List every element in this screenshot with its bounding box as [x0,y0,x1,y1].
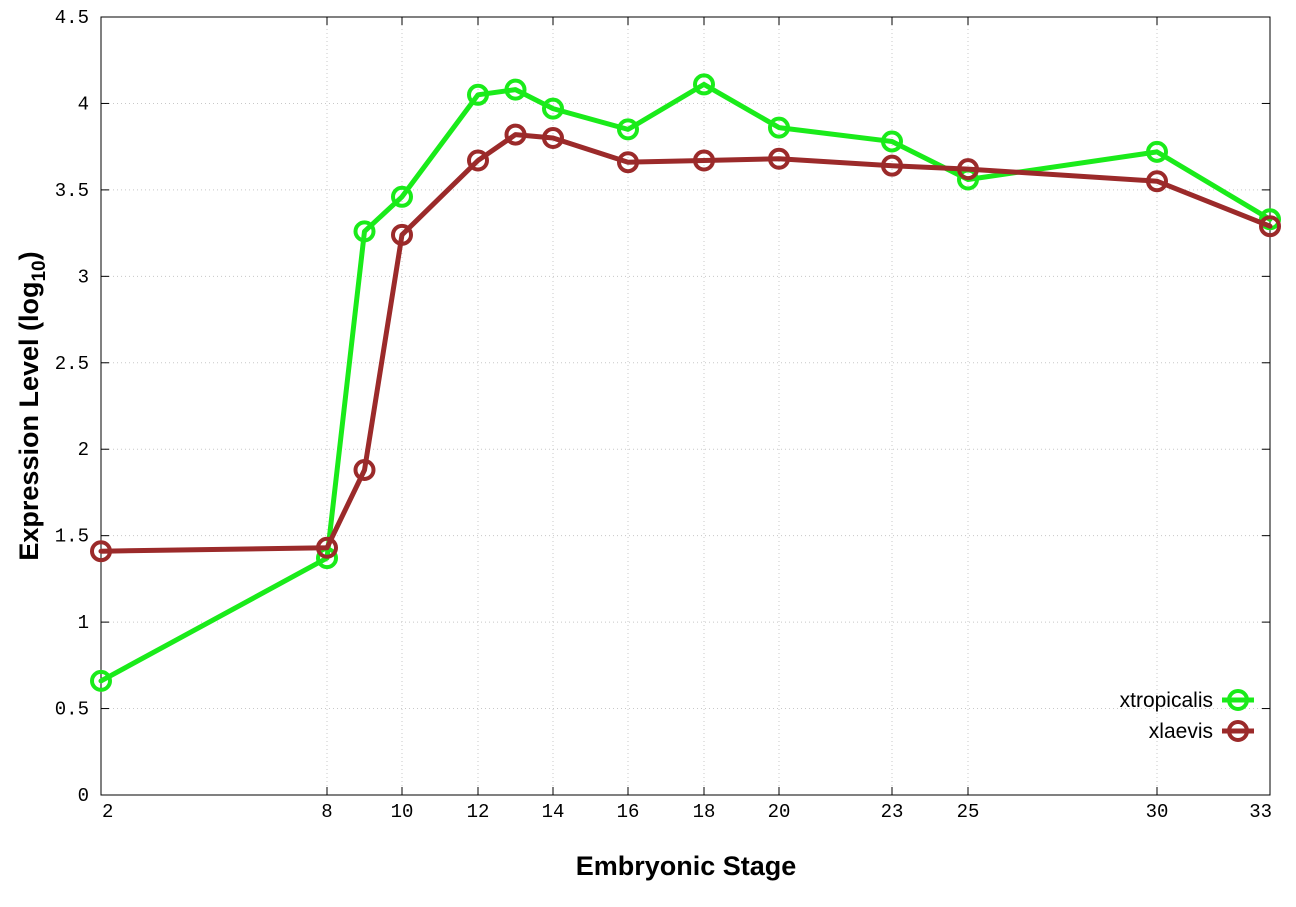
legend-item: xtropicalis [1120,689,1254,712]
x-tick-label: 2 [102,801,113,823]
data-point [316,536,338,559]
x-tick-label: 25 [957,801,980,823]
x-tick-label: 33 [1249,801,1272,823]
y-tick-label: 3 [78,266,89,288]
y-tick-label: 1.5 [55,526,89,548]
y-tick-label: 3.5 [55,180,89,202]
data-point [1146,170,1168,193]
y-tick-label: 4.5 [55,7,89,29]
plot-frame [100,16,1271,796]
data-point [1146,140,1168,163]
y-axis-title-main: Expression Level (log [14,282,44,561]
y-tick-label: 2.5 [55,353,89,375]
axis-ticks [100,16,1271,796]
data-point [881,130,903,153]
x-tick-label: 18 [693,801,716,823]
data-point [467,149,489,172]
data-point [504,78,527,101]
data-point [391,223,413,246]
series-line [98,132,1273,554]
y-tick-label: 0 [78,785,89,807]
data-point [542,97,564,120]
data-point [467,83,489,106]
series-xlaevis [90,123,1281,563]
data-point [617,151,639,174]
data-point [353,458,376,481]
y-tick-label: 1 [78,612,89,634]
grid-lines [101,17,1270,795]
x-axis-title: Embryonic Stage [576,851,797,881]
x-tick-label: 20 [768,801,791,823]
data-point [1259,215,1281,238]
data-point [617,118,639,141]
legend-marker-swatch [1227,689,1249,711]
data-point [693,73,715,96]
legend-label: xlaevis [1149,720,1213,743]
data-point [881,154,903,177]
x-tick-label: 14 [542,801,565,823]
tick-labels: 0 0.5 1 1.5 2 2.5 3 3.5 4 4.5 2 8 10 12 14 16 18 20 23 25 30… [55,7,1272,823]
data-point [391,185,413,208]
data-point [957,158,979,181]
x-tick-label: 10 [391,801,414,823]
y-tick-label: 4 [78,93,89,115]
x-tick-label: 16 [617,801,640,823]
legend-label: xtropicalis [1120,689,1213,712]
legend-item: xlaevis [1149,720,1254,743]
data-point [768,147,790,170]
data-point [504,123,527,146]
legend-marker-swatch [1227,720,1249,742]
data-point [693,149,715,172]
y-tick-label: 0.5 [55,699,89,721]
y-axis-title-subscript: 10 [29,260,50,281]
data-point [90,540,112,563]
data-point [768,116,790,139]
x-tick-label: 23 [881,801,904,823]
y-tick-label: 2 [78,439,89,461]
series-layer [90,73,1281,692]
data-point [90,669,112,692]
legend: xtropicalis xlaevis [1120,689,1254,743]
y-axis-title-close: ) [14,251,44,260]
data-point [542,127,564,150]
y-axis-title: Expression Level (log10) [14,251,50,560]
x-tick-label: 30 [1146,801,1169,823]
x-tick-label: 12 [467,801,490,823]
series-line [98,81,1273,684]
x-tick-label: 8 [321,801,332,823]
series-xtropicalis [90,73,1281,692]
data-point [353,220,376,243]
